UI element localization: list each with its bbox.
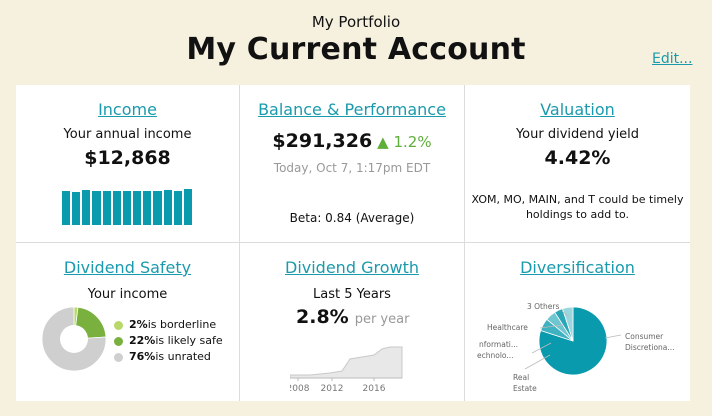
income-bar [112,190,121,225]
borderline-text: is borderline [147,318,217,331]
safety-card: Dividend Safety Your income 2% is border… [16,243,240,401]
label-info-tech-1: nformati... [479,340,518,349]
growth-unit: per year [354,312,410,327]
income-bar [92,190,101,225]
safety-donut-chart [41,306,107,372]
label-consumer-2: Discretiona... [625,343,675,352]
balance-card: Balance & Performance $291,326 ▲ 1.2% Tod… [240,85,465,243]
valuation-title-link[interactable]: Valuation [540,100,615,119]
growth-card: Dividend Growth Last 5 Years 2.8% per yea… [240,243,465,401]
income-bar [163,190,172,225]
growth-label: Last 5 Years [313,287,391,302]
label-2016: 2016 [363,384,386,394]
growth-title-link[interactable]: Dividend Growth [285,258,419,277]
donut-hole [60,325,88,353]
unrated-text: is unrated [155,350,211,363]
income-bar [102,190,111,225]
income-bar [72,191,81,225]
growth-row: 2.8% per year [296,306,409,328]
growth-area [290,346,403,379]
balance-change: ▲ 1.2% [377,133,432,151]
valuation-note-line1: XOM, MO, MAIN, and T could be timely [471,193,684,206]
diversification-pie-chart: 3 Others Healthcare nformati... echnolo.… [477,302,675,393]
likely-safe-text: is likely safe [155,334,223,347]
label-2012: 2012 [321,384,344,394]
income-bar [143,190,152,225]
diversification-pie-slice [561,306,574,342]
legend-likely-safe: 22% is likely safe [114,333,223,349]
label-3-others: 3 Others [527,302,559,311]
label-healthcare: Healthcare [487,323,528,332]
edit-link[interactable]: Edit... [652,51,693,67]
likely-safe-dot-icon [114,336,123,346]
income-value: $12,868 [84,147,171,169]
page-title: My Current Account [186,32,526,67]
income-bar [183,189,193,225]
income-bar [133,190,142,225]
diversification-card: Diversification 3 Others Healthcare nfor… [465,243,690,401]
unrated-pct: 76% [129,350,156,363]
diversification-title-link[interactable]: Diversification [520,258,635,277]
balance-timestamp: Today, Oct 7, 1:17pm EDT [273,161,431,175]
income-bar [122,190,132,225]
income-bar-chart [62,179,193,225]
label-info-tech-2: echnolo... [477,351,514,360]
label-2008: 2008 [290,384,310,394]
safety-legend: 2% is borderline 22% is likely safe 76% … [114,317,223,365]
income-bar [62,190,71,225]
income-title-link[interactable]: Income [98,100,157,119]
income-label: Your annual income [63,127,192,142]
beta-text: Beta: 0.84 (Average) [289,211,415,225]
income-bar [82,189,91,225]
growth-area-chart: 2008 2012 2016 [290,346,403,394]
unrated-dot-icon [114,352,123,362]
safety-title-link[interactable]: Dividend Safety [63,258,192,277]
pie-leader-lines [524,310,622,370]
borderline-pct: 2% [129,318,148,331]
borderline-dot-icon [114,320,123,330]
balance-value: $291,326 [272,130,373,152]
income-bar [173,190,182,225]
yield-value: 4.42% [544,147,611,169]
income-bar [153,191,162,225]
legend-borderline: 2% is borderline [114,317,223,333]
label-real-estate-2: Estate [513,384,537,393]
growth-value: 2.8% [296,306,349,328]
valuation-note-line2: holdings to add to. [525,208,630,221]
yield-label: Your dividend yield [515,127,640,142]
income-card: Income Your annual income $12,868 [16,85,240,243]
likely-safe-pct: 22% [129,334,156,347]
label-consumer-1: Consumer [625,332,664,341]
valuation-card: Valuation Your dividend yield 4.42% XOM,… [465,85,690,243]
legend-unrated: 76% is unrated [114,349,223,365]
balance-title-link[interactable]: Balance & Performance [258,100,446,119]
label-real-estate-1: Real [513,373,529,382]
balance-row: $291,326 ▲ 1.2% [240,130,464,152]
dashboard-grid: Income Your annual income $12,868 Balanc… [16,85,690,401]
portfolio-subtitle: My Portfolio [311,13,401,31]
safety-label: Your income [87,287,168,302]
